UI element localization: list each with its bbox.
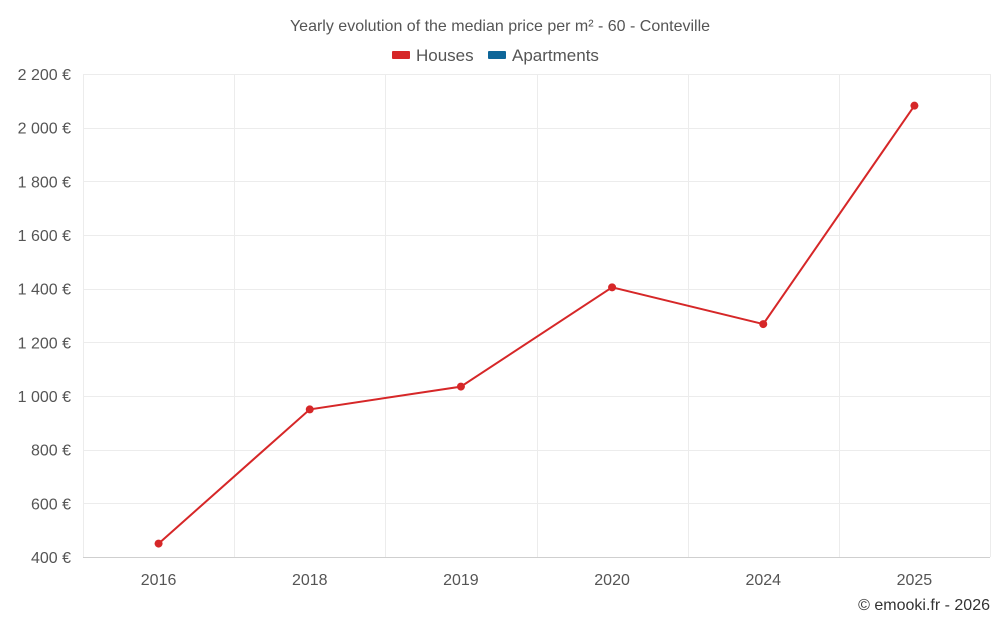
y-tick-label: 2 200 € bbox=[18, 67, 71, 84]
x-tick-label: 2020 bbox=[594, 572, 630, 589]
series-layer bbox=[154, 101, 919, 548]
y-gridlines bbox=[83, 74, 990, 558]
y-tick-label: 1 200 € bbox=[18, 335, 71, 352]
legend-label-houses: Houses bbox=[416, 46, 474, 65]
legend-label-apartments: Apartments bbox=[512, 46, 599, 65]
y-tick-label: 1 600 € bbox=[18, 228, 71, 245]
chart-title: Yearly evolution of the median price per… bbox=[290, 18, 710, 35]
credit-text: © emooki.fr - 2026 bbox=[858, 597, 990, 614]
legend-item-apartments[interactable]: Apartments bbox=[488, 46, 599, 65]
legend: Houses Apartments bbox=[392, 46, 599, 65]
y-tick-label: 1 800 € bbox=[18, 174, 71, 191]
x-gridlines bbox=[83, 74, 991, 557]
series-line-houses bbox=[157, 105, 916, 545]
data-point-houses[interactable] bbox=[910, 101, 919, 110]
y-tick-label: 1 000 € bbox=[18, 389, 71, 406]
y-tick-label: 800 € bbox=[31, 443, 71, 460]
y-axis-tick-labels: 400 € 600 € 800 € 1 000 € 1 200 € 1 400 € 1 60… bbox=[18, 67, 71, 567]
y-tick-label: 1 400 € bbox=[18, 282, 71, 299]
data-point-houses[interactable] bbox=[154, 539, 163, 548]
x-axis-tick-labels: 2016 2018 2019 2020 2024 2025 bbox=[141, 572, 933, 589]
y-tick-label: 600 € bbox=[31, 496, 71, 513]
data-point-houses[interactable] bbox=[759, 320, 768, 329]
x-tick-label: 2018 bbox=[292, 572, 328, 589]
x-tick-label: 2016 bbox=[141, 572, 177, 589]
data-point-houses[interactable] bbox=[305, 405, 314, 414]
legend-swatch-apartments bbox=[488, 51, 506, 59]
data-point-houses[interactable] bbox=[456, 382, 465, 391]
y-tick-label: 400 € bbox=[31, 550, 71, 567]
x-tick-label: 2019 bbox=[443, 572, 479, 589]
x-tick-label: 2025 bbox=[897, 572, 933, 589]
y-tick-label: 2 000 € bbox=[18, 121, 71, 138]
legend-item-houses[interactable]: Houses bbox=[392, 46, 474, 65]
legend-swatch-houses bbox=[392, 51, 410, 59]
data-point-houses[interactable] bbox=[608, 283, 617, 292]
x-tick-label: 2024 bbox=[745, 572, 781, 589]
